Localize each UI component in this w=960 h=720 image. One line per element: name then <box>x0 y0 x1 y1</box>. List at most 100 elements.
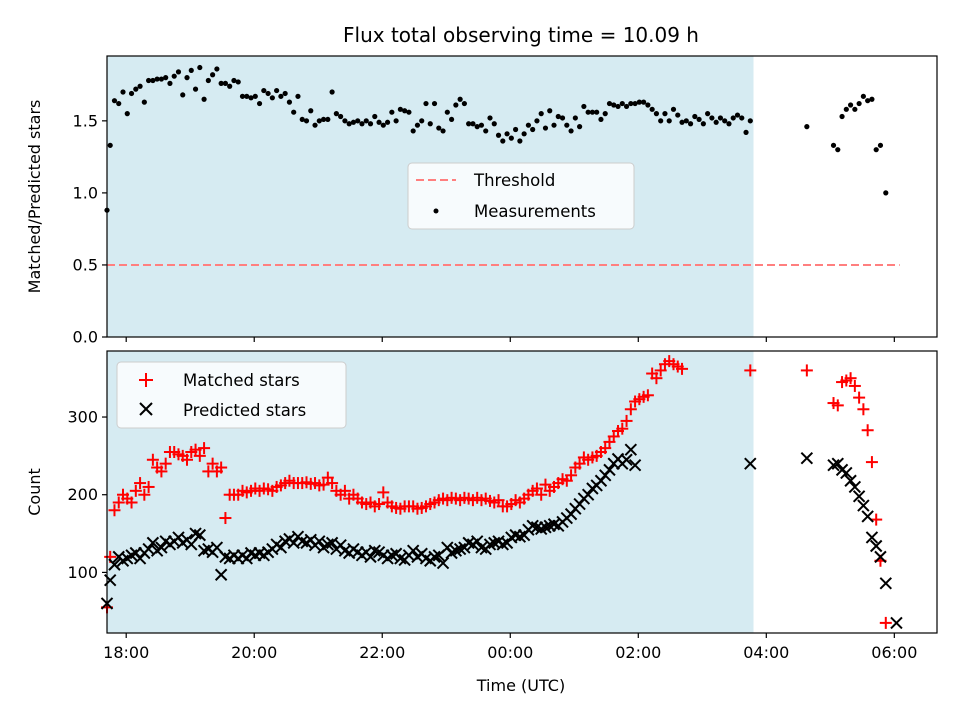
matched-point <box>565 469 578 482</box>
measurement-point <box>239 93 246 99</box>
measurement-point <box>594 109 600 115</box>
measurement-point <box>852 106 858 112</box>
matched-point <box>865 456 878 469</box>
predicted-point <box>800 451 814 465</box>
measurement-point <box>530 126 536 133</box>
measurement-point <box>585 109 591 115</box>
measurement-point <box>338 113 344 120</box>
predicted-point <box>890 616 903 630</box>
predicted-point <box>869 539 883 553</box>
matched-point <box>676 362 689 375</box>
measurement-point <box>572 115 578 121</box>
measurement-point <box>747 118 753 124</box>
measurement-point <box>107 142 113 148</box>
measurement-point <box>350 119 357 125</box>
matched-point <box>326 477 339 490</box>
measurement-point <box>269 95 275 101</box>
measurement-point <box>124 111 130 117</box>
predicted-point <box>155 541 168 554</box>
measurement-point <box>175 69 182 75</box>
measurement-point <box>743 129 749 135</box>
measurement-point <box>444 109 450 115</box>
measurement-point <box>111 98 118 104</box>
measurement-point <box>308 108 314 114</box>
matched-point <box>650 372 663 385</box>
matched-point <box>624 403 637 416</box>
matched-point <box>844 372 857 385</box>
measurement-point <box>860 93 866 99</box>
measurement-point <box>320 116 327 123</box>
predicted-legend-label: Predicted stars <box>183 401 306 420</box>
measurement-point <box>687 121 694 127</box>
measurement-point <box>214 66 220 72</box>
predicted-point <box>827 458 840 472</box>
measurement-point <box>830 142 837 148</box>
measurement-point <box>167 80 173 86</box>
predicted-point <box>848 480 862 494</box>
measurement-point <box>128 90 135 97</box>
matched-point <box>853 391 866 404</box>
measurement-point <box>461 100 467 107</box>
measurement-point <box>877 142 884 148</box>
bottom-legend-box <box>116 361 347 429</box>
measurement-point <box>483 128 489 134</box>
predicted-point <box>364 550 377 564</box>
measurement-point <box>218 80 224 86</box>
predicted-point <box>620 453 633 466</box>
measurement-point <box>653 111 660 117</box>
measurement-point <box>406 109 412 115</box>
predicted-point <box>526 519 539 533</box>
measurement-point <box>551 122 557 128</box>
predicted-point <box>193 528 207 542</box>
matched-point <box>142 480 155 493</box>
matched-point <box>616 422 629 435</box>
measurement-point <box>525 122 532 128</box>
top-panel: 0.0 0.5 1.0 1.5 Matched/Predicted stars Thr… <box>25 55 938 347</box>
predicted-legend-swatch <box>139 402 153 416</box>
matched-point <box>129 484 142 497</box>
predicted-point <box>840 466 853 480</box>
measurement-point <box>873 147 879 153</box>
measurement-point <box>274 87 280 94</box>
measurement-point <box>517 138 523 144</box>
measurement-point <box>500 138 506 144</box>
predicted-starsseries <box>100 443 903 630</box>
x-tick-label: 20:00 <box>231 643 277 662</box>
measurement-point <box>568 128 574 134</box>
measurement-point <box>150 77 156 84</box>
measurement-point <box>252 93 258 99</box>
measurement-point <box>559 115 566 121</box>
measurement-point <box>197 64 203 71</box>
measurement-point <box>141 99 147 105</box>
predicted-point <box>628 458 642 472</box>
measurements-legend-label: Measurements <box>474 202 596 221</box>
measurement-point <box>227 83 233 89</box>
chart-title: Flux total observing time = 10.09 h <box>343 23 699 47</box>
measurement-point <box>120 89 126 95</box>
x-tick-label: 00:00 <box>487 643 533 662</box>
measurement-point <box>521 131 527 137</box>
predicted-point <box>313 535 326 548</box>
measurement-point <box>158 76 165 82</box>
matched-point <box>599 442 612 455</box>
x-tick-label: 02:00 <box>615 643 661 662</box>
matched-legend-label: Matched stars <box>183 371 300 390</box>
measurement-point <box>402 108 408 114</box>
measurement-point <box>384 119 391 125</box>
measurement-point <box>666 118 672 124</box>
measurement-point <box>184 75 190 81</box>
measurement-point <box>722 118 728 124</box>
measurement-point <box>133 86 139 92</box>
measurement-point <box>359 121 365 127</box>
measurement-point <box>883 190 889 196</box>
y-tick-label: 200 <box>67 485 98 504</box>
matched-point <box>848 379 861 392</box>
matched-point <box>215 461 228 474</box>
measurement-point <box>205 77 211 84</box>
matched-point <box>138 488 151 501</box>
measurement-point <box>662 111 668 117</box>
measurement-point <box>534 118 540 124</box>
matched-point <box>654 364 667 377</box>
measurement-point <box>606 100 613 107</box>
